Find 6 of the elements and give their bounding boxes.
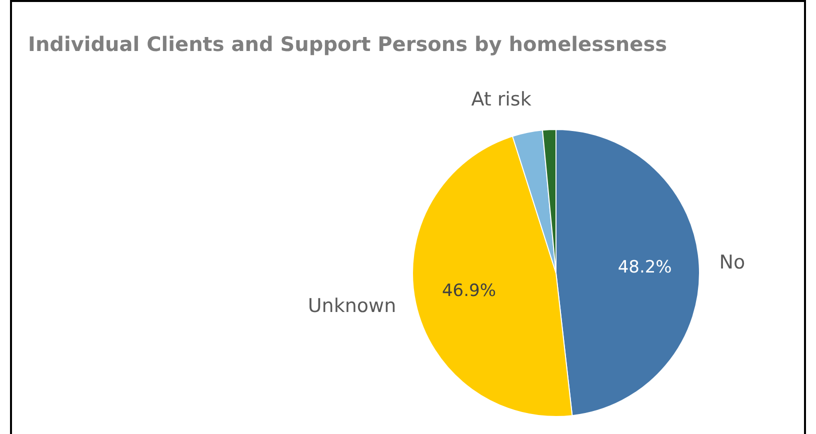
data-label: 46.9% (442, 281, 496, 302)
data-label: 48.2% (618, 257, 672, 278)
slice-label: At risk (471, 88, 532, 111)
slice-label: Unknown (308, 295, 396, 318)
slice-label: No (719, 252, 746, 274)
chart-title: Individual Clients and Support Persons by homelessness (28, 32, 668, 56)
